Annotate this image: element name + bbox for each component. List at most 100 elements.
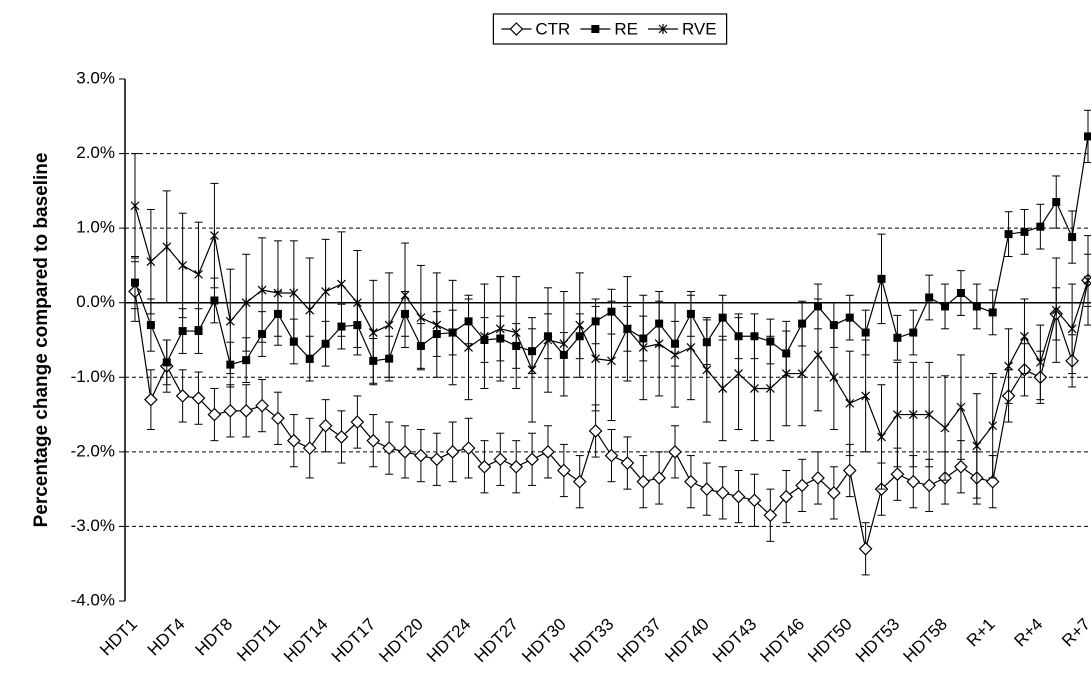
marker-diamond: [572, 474, 587, 489]
marker-cross: [956, 402, 966, 413]
marker-cross: [638, 342, 648, 353]
marker-diamond: [588, 424, 603, 438]
marker-diamond: [779, 489, 794, 504]
marker-diamond: [286, 433, 301, 448]
marker-square: [210, 296, 219, 305]
marker-square: [925, 293, 934, 302]
marker-cross: [543, 335, 553, 345]
marker-diamond: [414, 448, 428, 463]
x-tick-label: R+7: [1058, 615, 1091, 651]
marker-cross: [940, 422, 950, 433]
marker-cross: [781, 368, 791, 379]
marker-cross: [337, 279, 346, 290]
marker-cross: [658, 24, 668, 34]
marker-cross: [892, 409, 902, 420]
x-tick-label: HDT17: [328, 615, 380, 667]
marker-square: [861, 328, 870, 337]
marker-cross: [257, 285, 267, 296]
marker-cross: [511, 327, 521, 338]
marker-cross: [988, 420, 998, 431]
marker-square: [146, 321, 155, 330]
marker-diamond: [699, 482, 714, 496]
y-tick-label: 2.0%: [76, 143, 115, 162]
marker-diamond: [922, 478, 937, 493]
marker-diamond: [445, 445, 460, 459]
x-tick-label: HDT37: [614, 615, 666, 667]
x-tick-label: HDT46: [757, 615, 809, 667]
marker-diamond: [191, 391, 206, 406]
marker-diamond: [509, 22, 524, 36]
marker-diamond: [239, 403, 254, 418]
marker-square: [1084, 132, 1091, 141]
marker-square: [845, 313, 854, 322]
marker-cross: [861, 390, 871, 401]
x-tick-label: R+4: [1011, 615, 1047, 651]
x-tick-label: HDT20: [375, 615, 427, 667]
x-tick-label: HDT53: [852, 615, 904, 667]
marker-diamond: [334, 430, 349, 444]
marker-diamond: [620, 456, 635, 470]
series: [130, 153, 1091, 499]
marker-square: [956, 289, 965, 298]
marker-cross: [877, 431, 886, 442]
marker-cross: [416, 312, 426, 323]
marker-cross: [702, 364, 712, 375]
marker-diamond: [604, 448, 619, 463]
x-tick-label: HDT14: [280, 615, 332, 667]
marker-diamond: [271, 411, 285, 426]
marker-diamond: [763, 508, 778, 523]
marker-diamond: [858, 541, 873, 556]
marker-diamond: [398, 445, 412, 459]
marker-cross: [718, 383, 728, 394]
marker-square: [1068, 233, 1077, 242]
marker-square: [1004, 230, 1013, 239]
marker-cross: [559, 338, 569, 349]
marker-cross: [368, 327, 378, 338]
marker-cross: [797, 368, 807, 379]
marker-cross: [686, 342, 696, 353]
marker-diamond: [382, 441, 396, 455]
marker-square: [718, 313, 727, 322]
y-tick-label: -1.0%: [71, 367, 115, 386]
x-tick-label: HDT11: [233, 615, 284, 666]
marker-cross: [162, 241, 172, 252]
marker-diamond: [890, 467, 905, 482]
y-tick-label: 3.0%: [76, 68, 115, 87]
marker-diamond: [684, 474, 698, 489]
marker-cross: [432, 320, 442, 331]
marker-cross: [829, 372, 839, 383]
x-tick-label: HDT58: [900, 615, 952, 667]
marker-diamond: [652, 471, 666, 485]
marker-cross: [305, 305, 315, 316]
y-tick-label: 1.0%: [76, 218, 115, 237]
marker-cross: [400, 290, 410, 301]
marker-diamond: [207, 407, 222, 422]
marker-diamond: [747, 493, 762, 508]
marker-diamond: [493, 452, 508, 467]
marker-cross: [607, 355, 616, 366]
legend-label: RVE: [682, 19, 717, 38]
marker-cross: [241, 297, 251, 308]
marker-diamond: [541, 445, 555, 459]
marker-diamond: [985, 474, 1000, 489]
marker-diamond: [842, 463, 857, 478]
x-tick-label: HDT4: [144, 615, 189, 660]
marker-cross: [448, 327, 458, 338]
marker-cross: [209, 230, 219, 241]
y-tick-label: 0.0%: [76, 292, 115, 311]
marker-diamond: [827, 486, 841, 500]
marker-diamond: [525, 452, 539, 467]
x-tick-label: HDT30: [518, 615, 570, 667]
x-tick-label: HDT24: [423, 615, 475, 667]
x-tick-label: HDT43: [709, 615, 761, 667]
marker-square: [242, 356, 251, 365]
x-tick-label: HDT8: [191, 615, 236, 660]
marker-cross: [225, 316, 235, 327]
marker-square: [909, 328, 918, 337]
marker-diamond: [668, 445, 682, 459]
marker-cross: [734, 368, 743, 379]
marker-diamond: [144, 392, 158, 407]
marker-cross: [670, 349, 680, 360]
y-tick-label: -2.0%: [71, 441, 115, 460]
